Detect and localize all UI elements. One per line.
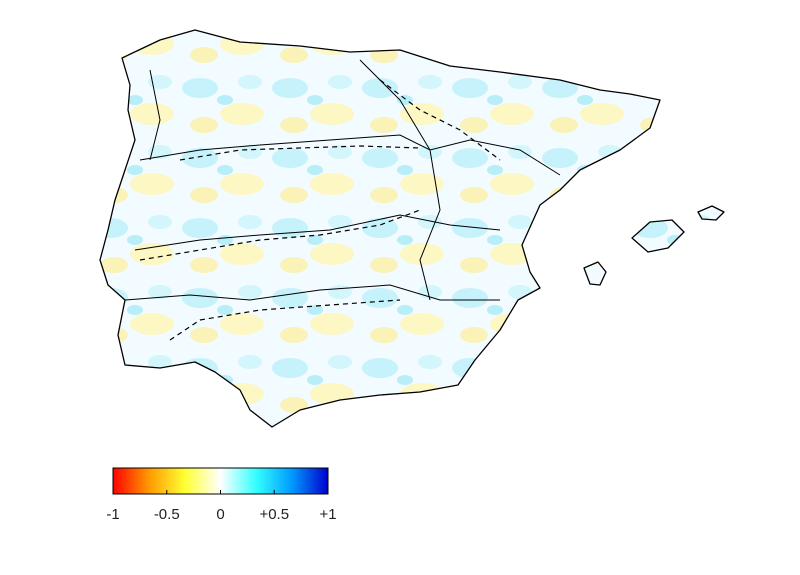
basin-border [134, 214, 501, 251]
basin-border [124, 284, 500, 301]
ibiza [583, 261, 607, 286]
river [379, 79, 501, 161]
menorca [697, 205, 725, 221]
iberian-peninsula [99, 29, 661, 428]
colorbar-tick-label: +0.5 [259, 506, 289, 523]
colorbar-tick-label: +1 [319, 506, 336, 523]
basin-border [139, 134, 561, 176]
basin-border [149, 69, 161, 161]
map [99, 29, 725, 428]
colorbar-tick-label: -1 [106, 506, 119, 523]
colorbar-tick-label: -0.5 [154, 506, 180, 523]
river [169, 299, 401, 341]
river [179, 145, 421, 161]
colorbar-tick-label: 0 [216, 506, 224, 523]
colorbar: -1 -0.5 0 +0.5 +1 [106, 467, 337, 523]
mallorca [631, 219, 685, 253]
basin-border [359, 59, 441, 301]
